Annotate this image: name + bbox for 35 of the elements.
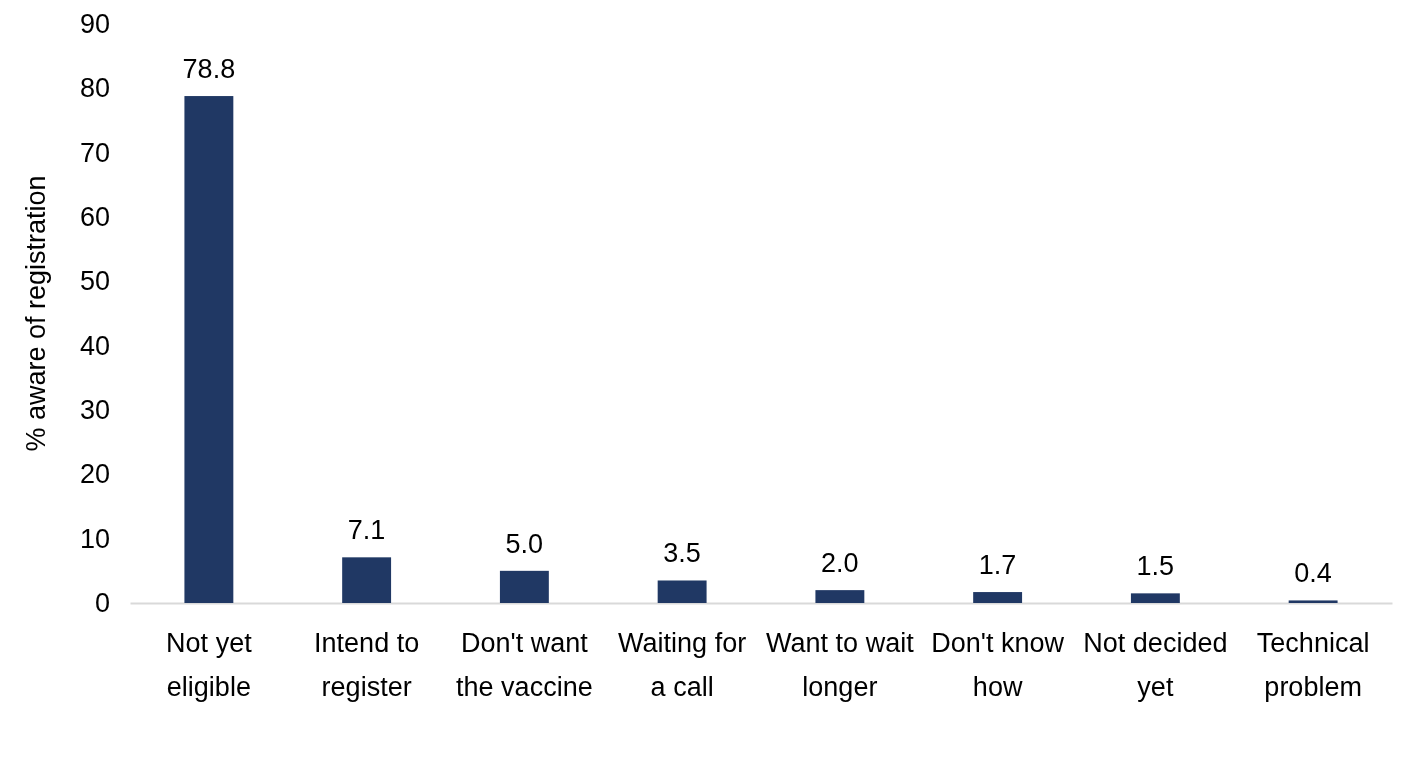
y-tick-label: 80 [79, 73, 110, 104]
y-tick-label: 0 [94, 588, 110, 619]
x-tick-label: Waiting for a call [618, 628, 747, 703]
y-tick-label: 70 [79, 137, 110, 168]
data-label: 7.1 [347, 515, 386, 546]
y-tick-label: 60 [79, 202, 110, 233]
bar [815, 590, 865, 603]
bar [1288, 600, 1338, 603]
x-tick-label: Don't want the vaccine [456, 628, 593, 703]
data-label: 1.5 [1136, 551, 1175, 582]
data-label: 1.7 [978, 550, 1017, 581]
bar [657, 580, 707, 603]
y-tick-label: 10 [79, 523, 110, 554]
y-tick-label: 30 [79, 395, 110, 426]
y-axis-title: % aware of registration [21, 175, 51, 452]
data-label: 3.5 [663, 538, 701, 569]
y-tick-label: 40 [79, 330, 110, 361]
y-tick-label: 50 [79, 266, 110, 297]
data-label: 2.0 [821, 548, 859, 579]
bar [973, 592, 1023, 603]
y-tick-label: 90 [79, 9, 110, 40]
bar [184, 96, 234, 603]
y-tick-label: 20 [79, 459, 110, 490]
data-label: 5.0 [505, 528, 544, 559]
x-tick-label: Intend to register [314, 628, 420, 703]
data-label: 0.4 [1294, 558, 1332, 589]
bar [499, 570, 549, 603]
bar [1130, 593, 1180, 603]
bar [342, 557, 392, 603]
x-tick-label: Don't know how [931, 628, 1065, 703]
x-tick-label: Not yet eligible [166, 628, 253, 703]
data-label: 78.8 [182, 54, 236, 85]
x-tick-label: Technical problem [1256, 628, 1370, 703]
x-tick-label: Not decided yet [1083, 628, 1228, 703]
x-tick-label: Want to wait longer [766, 628, 915, 703]
